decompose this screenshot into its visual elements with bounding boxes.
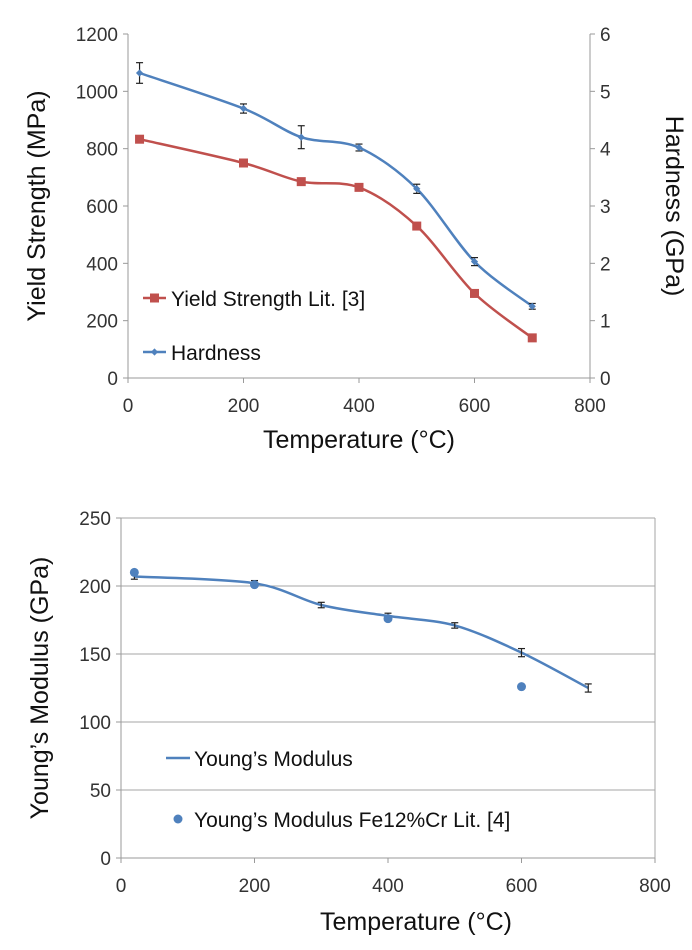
x-tick-label: 400 xyxy=(372,876,404,897)
hardness-point xyxy=(413,185,421,193)
y-tick-label: 50 xyxy=(90,781,111,802)
hardness-point xyxy=(239,104,248,113)
series-line-hardness xyxy=(139,71,534,308)
youngs-modulus-error-bar xyxy=(518,647,525,658)
y-tick-label: 150 xyxy=(79,645,111,666)
x-tick-label: 600 xyxy=(506,876,538,897)
x-tick-label: 0 xyxy=(123,396,134,417)
y-tick-label-right: 3 xyxy=(600,197,611,218)
legend-label-hardness: Hardness xyxy=(171,342,261,365)
x-tick-label: 800 xyxy=(574,396,606,417)
fe12cr-literature-point xyxy=(383,614,393,624)
youngs-modulus-error-bar xyxy=(451,622,459,629)
yield-hardness-chart: 0 200 400 600 800 1000 1200 0 1 2 3 4 5 6 0 200 400 600 80… xyxy=(23,25,688,454)
legend: Young’s Modulus Young’s Modulus Fe12%Cr L… xyxy=(166,748,510,832)
y-tick-label-right: 0 xyxy=(600,369,611,390)
y-tick-label-right: 2 xyxy=(600,254,611,275)
yield-strength-point xyxy=(527,333,537,343)
legend-label-fe12cr: Young’s Modulus Fe12%Cr Lit. [4] xyxy=(194,809,510,832)
y-tick-label-left: 600 xyxy=(86,197,118,218)
x-tick-label: 800 xyxy=(639,876,671,897)
y-tick-label-right: 1 xyxy=(600,312,611,333)
legend-label-yield-strength: Yield Strength Lit. [3] xyxy=(171,288,365,311)
yield-strength-point xyxy=(135,134,145,144)
x-tick-label: 600 xyxy=(459,396,491,417)
fe12cr-literature-point xyxy=(250,580,259,590)
y-tick-label-left: 0 xyxy=(107,369,118,390)
yield-strength-point xyxy=(354,182,364,192)
hardness-point xyxy=(135,69,144,77)
y-tick-label-right: 5 xyxy=(600,82,611,103)
y-tick-label-left: 1000 xyxy=(76,82,118,103)
hardness-point xyxy=(355,143,363,152)
yield-strength-point xyxy=(412,221,422,231)
x-axis-title: Temperature (°C) xyxy=(263,426,455,454)
yield-strength-point xyxy=(470,288,479,298)
legend-label-youngs-modulus: Young’s Modulus xyxy=(194,748,353,771)
yield-strength-point xyxy=(239,158,248,168)
legend-marker-fe12cr xyxy=(173,814,183,824)
fe12cr-literature-point xyxy=(517,682,526,692)
y-tick-label-right: 6 xyxy=(600,25,611,46)
y-tick-label: 0 xyxy=(100,849,111,870)
youngs-modulus-error-bar xyxy=(317,601,325,609)
y-tick-label: 250 xyxy=(79,509,111,530)
hardness-point xyxy=(528,302,536,310)
youngs-modulus-error-bar xyxy=(584,683,592,693)
y-tick-label-left: 800 xyxy=(86,140,118,161)
legend: Yield Strength Lit. [3] Hardness xyxy=(143,288,365,365)
y-tick-label-left: 200 xyxy=(86,312,118,333)
y-axis-title: Young’s Modulus (GPa) xyxy=(26,557,54,820)
hardness-point xyxy=(297,133,305,141)
fe12cr-literature-point xyxy=(129,567,139,577)
y-tick-label-right: 4 xyxy=(600,140,611,161)
y-tick-label-left: 1200 xyxy=(76,25,118,46)
x-axis-title: Temperature (°C) xyxy=(320,908,512,936)
yield-strength-point xyxy=(296,177,306,187)
y-tick-label: 100 xyxy=(79,713,111,734)
x-tick-label: 400 xyxy=(343,396,375,417)
y-tick-label-left: 400 xyxy=(86,254,118,275)
series-line-youngs-modulus xyxy=(134,575,589,690)
x-tick-label: 0 xyxy=(116,876,127,897)
hardness-point xyxy=(470,258,479,266)
x-tick-label: 200 xyxy=(239,876,271,897)
y-axis-title-right: Hardness (GPa) xyxy=(660,116,688,297)
x-tick-label: 200 xyxy=(228,396,260,417)
youngs-modulus-chart: 0 50 100 150 200 250 0 200 400 600 800 Temperature … xyxy=(26,509,671,936)
y-tick-label: 200 xyxy=(79,577,111,598)
legend-marker-hardness xyxy=(150,348,159,356)
y-axis-title-left: Yield Strength (MPa) xyxy=(23,90,51,321)
legend-marker-yield-strength xyxy=(150,293,159,303)
